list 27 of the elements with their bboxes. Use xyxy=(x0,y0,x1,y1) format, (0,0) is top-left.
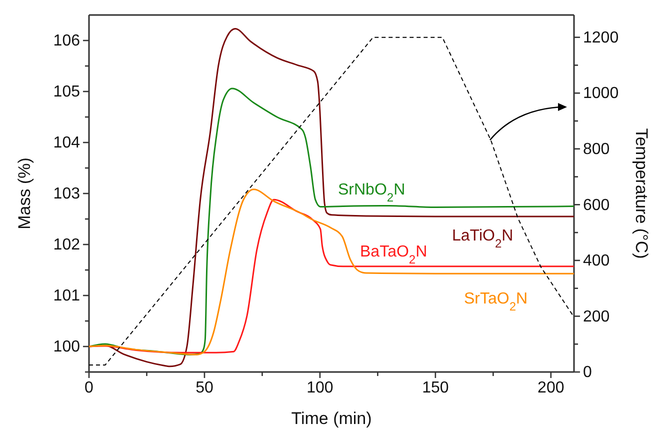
y2-tick-label: 0 xyxy=(583,364,592,382)
y2-axis-title: Temperature (°C) xyxy=(632,128,651,259)
y2-tick-label: 400 xyxy=(583,252,610,270)
x-tick-label: 0 xyxy=(84,379,94,396)
y-tick-label: 106 xyxy=(53,32,80,50)
y-axis-title: Mass (%) xyxy=(15,158,34,230)
y-tick-label: 103 xyxy=(53,186,80,203)
y-tick-label: 100 xyxy=(53,338,80,356)
x-tick-label: 50 xyxy=(196,379,214,396)
series-label: BaTaO$_{2}$N xyxy=(360,243,428,266)
series-label: SrTaO$_{2}$N xyxy=(464,290,528,314)
x-axis-title: Time (min) xyxy=(291,409,372,428)
y2-tick-label: 600 xyxy=(583,196,610,214)
y2-tick-label: 200 xyxy=(583,308,610,326)
y-tick-label: 105 xyxy=(53,84,80,101)
series-label: LaTiO$_{2}$N xyxy=(452,227,514,250)
series-label: SrNbO$_{2}$N xyxy=(338,181,406,204)
y-tick-label: 101 xyxy=(53,288,80,305)
x-tick-label: 200 xyxy=(538,379,564,396)
y-tick-label: 104 xyxy=(53,134,80,152)
y2-tick-label: 1000 xyxy=(583,85,619,102)
y2-tick-label: 800 xyxy=(583,140,610,158)
line-series xyxy=(88,88,575,356)
x-tick-label: 100 xyxy=(306,379,334,396)
y2-tick-label: 1200 xyxy=(583,29,619,46)
x-tick-label: 150 xyxy=(422,379,449,396)
y-tick-label: 102 xyxy=(53,236,80,254)
